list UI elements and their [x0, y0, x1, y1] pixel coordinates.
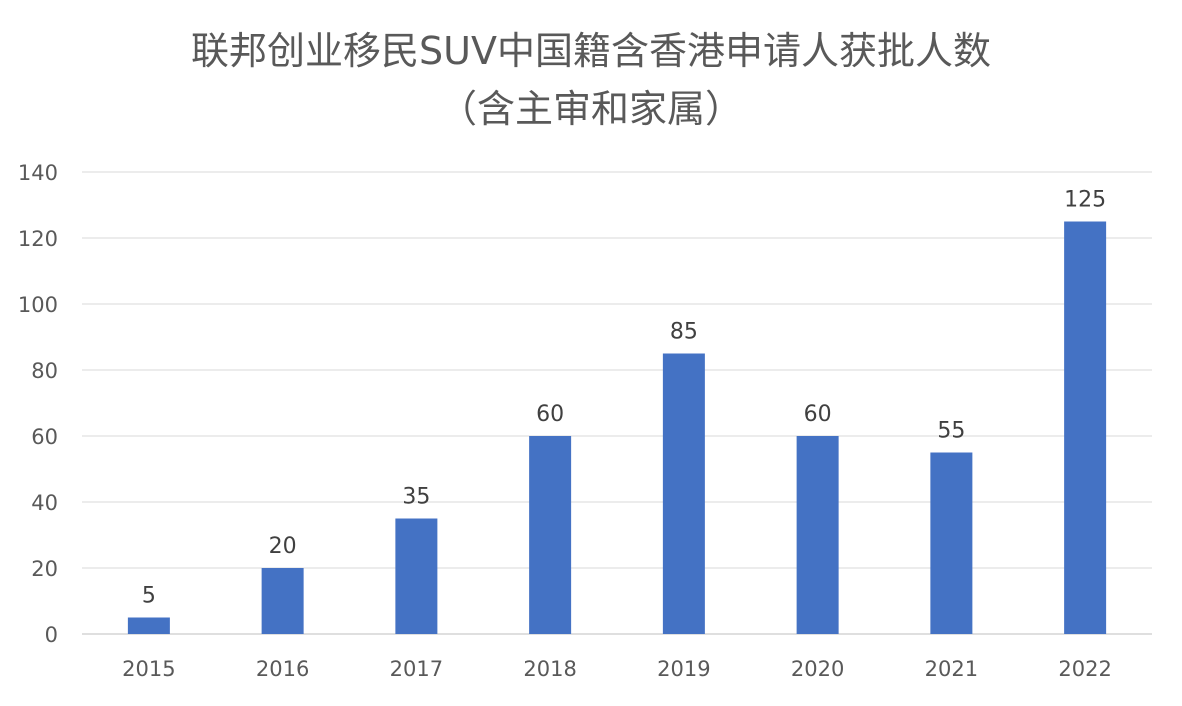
data-label-2020: 60 [804, 402, 832, 427]
y-axis-ticks: 0 20 40 60 80 100 120 140 [18, 161, 58, 647]
x-tick-label-2019: 2019 [657, 657, 710, 681]
y-tick-label: 140 [18, 161, 58, 185]
data-label-2021: 55 [937, 419, 965, 444]
data-label-2019: 85 [670, 320, 698, 345]
data-label-2015: 5 [142, 584, 156, 609]
data-label-2018: 60 [536, 402, 564, 427]
y-tick-label: 20 [31, 557, 58, 581]
x-tick-label-2015: 2015 [122, 657, 175, 681]
x-axis-ticks: 2015 2016 2017 2018 2019 2020 2021 2022 [122, 657, 1112, 681]
data-label-2022: 125 [1064, 188, 1106, 213]
y-tick-label: 120 [18, 227, 58, 251]
x-tick-label-2018: 2018 [523, 657, 576, 681]
bar-2022 [1064, 221, 1107, 634]
gridlines [82, 171, 1152, 635]
x-tick-label-2021: 2021 [925, 657, 978, 681]
bars [127, 221, 1107, 634]
bar-2016 [261, 568, 304, 634]
y-tick-label: 60 [31, 425, 58, 449]
chart-title-line-2: （含主审和家属） [439, 87, 743, 131]
data-label-2016: 20 [269, 534, 297, 559]
bar-2021 [930, 452, 973, 634]
x-tick-label-2020: 2020 [791, 657, 844, 681]
y-tick-label: 80 [31, 359, 58, 383]
x-tick-label-2017: 2017 [390, 657, 443, 681]
y-tick-label: 100 [18, 293, 58, 317]
bar-2015 [127, 617, 170, 634]
y-tick-label: 0 [45, 623, 58, 647]
y-tick-label: 40 [31, 491, 58, 515]
data-label-2017: 35 [402, 485, 430, 510]
x-tick-label-2016: 2016 [256, 657, 309, 681]
chart-title-line-1: 联邦创业移民SUV中国籍含香港申请人获批人数 [191, 29, 991, 73]
bar-2019 [662, 353, 705, 634]
data-labels: 5 20 35 60 85 60 55 125 [142, 188, 1106, 609]
bar-2018 [529, 436, 572, 634]
bar-2017 [395, 518, 438, 634]
bar-2020 [796, 436, 839, 634]
x-tick-label-2022: 2022 [1058, 657, 1111, 681]
